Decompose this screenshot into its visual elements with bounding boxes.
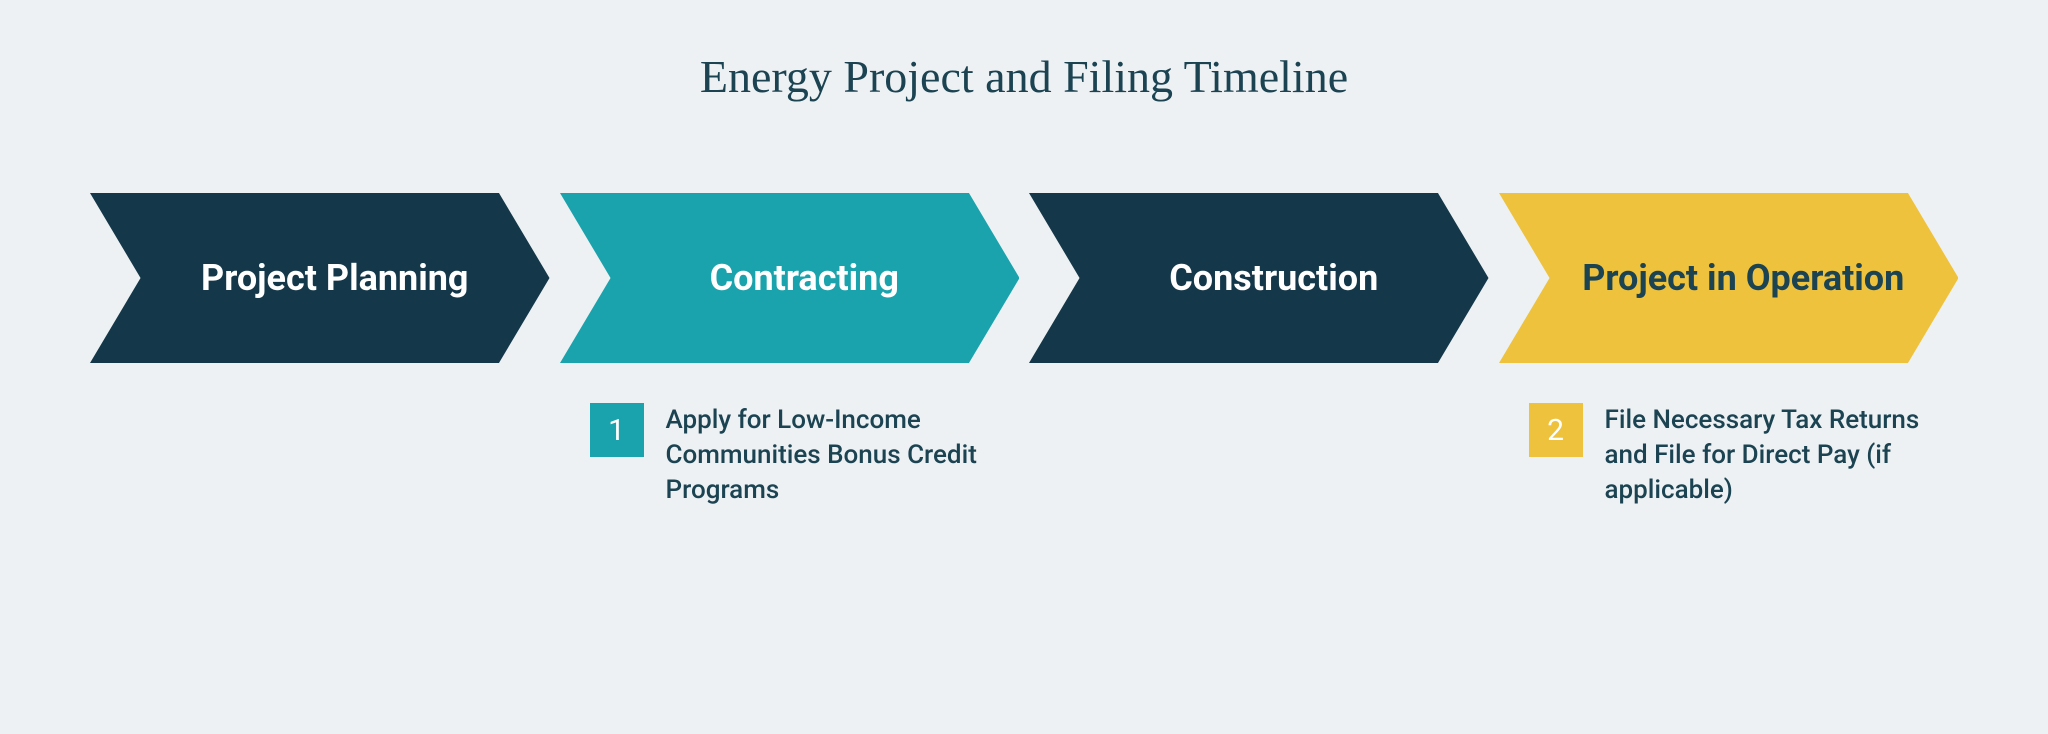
timeline-stage-label: Construction: [1099, 256, 1418, 301]
timeline-stage: Construction: [1029, 193, 1489, 363]
footnote-number-badge: 1: [590, 403, 644, 457]
footnote-slot: 2 File Necessary Tax Returns and File for…: [1499, 403, 1959, 508]
timeline-stage-label: Contracting: [640, 256, 939, 301]
diagram-title: Energy Project and Filing Timeline: [90, 50, 1958, 103]
footnotes-row: 1 Apply for Low-Income Communities Bonus …: [90, 403, 1958, 508]
footnote-text: Apply for Low-Income Communities Bonus C…: [666, 403, 1020, 508]
footnote-slot: [90, 403, 550, 508]
timeline-stage: Project in Operation: [1499, 193, 1959, 363]
footnote-text: File Necessary Tax Returns and File for …: [1605, 403, 1959, 508]
timeline-stage: Contracting: [560, 193, 1020, 363]
chevron-timeline-row: Project Planning Contracting Construction P…: [90, 193, 1958, 363]
footnote-slot: [1029, 403, 1489, 508]
footnote-number-badge: 2: [1529, 403, 1583, 457]
timeline-stage-label: Project Planning: [131, 256, 509, 301]
timeline-stage-label: Project in Operation: [1512, 256, 1944, 301]
footnote-slot: 1 Apply for Low-Income Communities Bonus …: [560, 403, 1020, 508]
timeline-stage: Project Planning: [90, 193, 550, 363]
